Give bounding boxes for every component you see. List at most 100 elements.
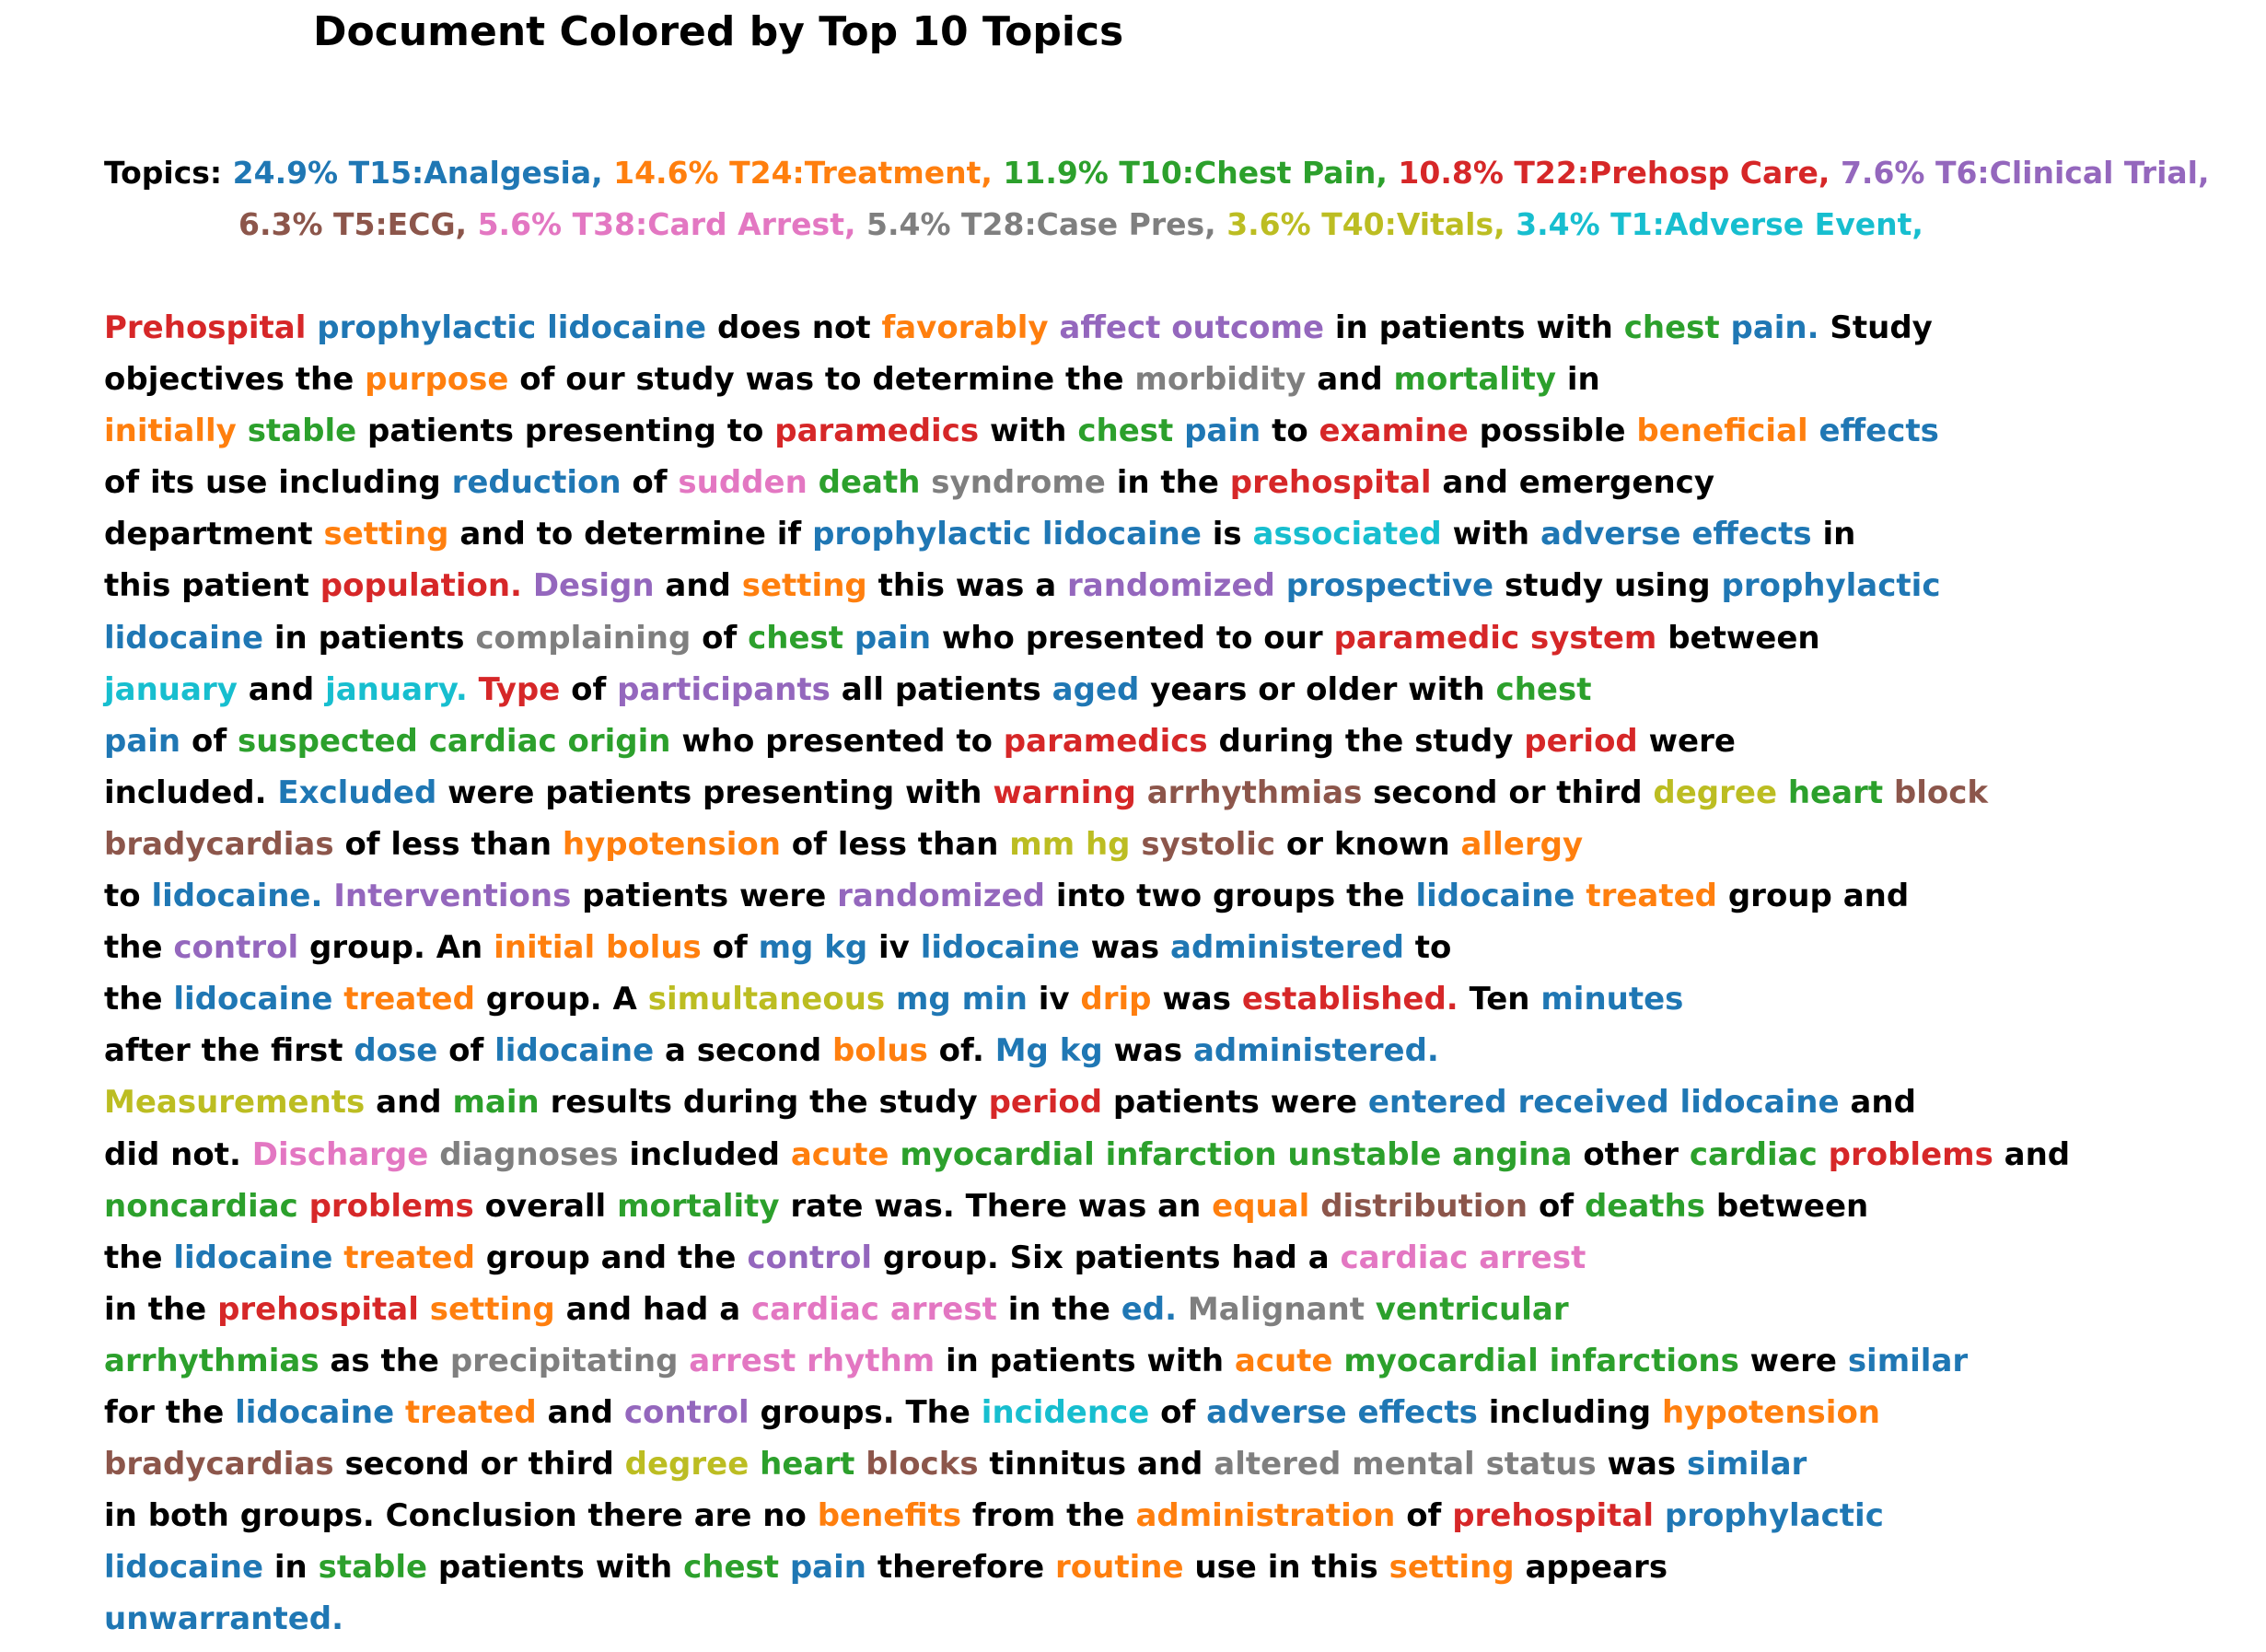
text-line: bradycardias second or third degree hear… xyxy=(104,1438,2070,1490)
topic-word: dose xyxy=(354,1032,438,1070)
plain-text: appears xyxy=(1525,1549,1668,1587)
plain-text: did not. xyxy=(104,1135,241,1173)
plain-text: were xyxy=(1648,722,1736,760)
plain-text: as the xyxy=(330,1342,439,1379)
plain-text: and xyxy=(1317,361,1383,399)
text-line: for the lidocaine treated and control gr… xyxy=(104,1387,2070,1438)
topic-word: effects xyxy=(1819,413,1939,450)
topic-word: lidocaine xyxy=(494,1032,655,1070)
plain-text: Study xyxy=(1830,309,1933,346)
plain-text: for the xyxy=(104,1393,225,1431)
legend-line-2: 6.3% T5:ECG, 5.6% T38:Card Arrest, 5.4% … xyxy=(104,199,2210,250)
plain-text: with xyxy=(1452,516,1530,553)
topic-word: arrhythmias xyxy=(1146,774,1363,811)
topic-word: treated xyxy=(405,1393,537,1431)
plain-text: in xyxy=(1566,361,1600,399)
topic-word: affect xyxy=(1059,309,1161,346)
text-line: initially stable patients presenting to … xyxy=(104,405,2070,457)
topic-word: control xyxy=(173,929,299,967)
topic-word: treated xyxy=(1586,878,1717,915)
topic-word: lidocaine xyxy=(1679,1084,1840,1122)
plain-text: to xyxy=(1414,929,1452,967)
topic-word: administration xyxy=(1135,1497,1396,1535)
plain-text: and xyxy=(547,1393,614,1431)
topic-word: sudden xyxy=(678,464,808,502)
topic-word: lidocaine xyxy=(104,1549,264,1587)
topic-word: pain. xyxy=(1730,309,1819,346)
plain-text: rate was. There was an xyxy=(790,1187,1202,1225)
legend-topic-t40: 3.6% T40:Vitals, xyxy=(1226,206,1505,242)
plain-text: between xyxy=(1715,1187,1869,1225)
plain-text: group. Six patients had a xyxy=(882,1239,1330,1276)
plain-text: tinnitus and xyxy=(989,1446,1203,1483)
legend-topic-t28: 5.4% T28:Case Pres, xyxy=(866,206,1216,242)
text-line: Prehospital prophylactic lidocaine does … xyxy=(104,302,2070,354)
plain-text: the xyxy=(104,1239,163,1276)
plain-text: from the xyxy=(971,1497,1125,1535)
topic-word: main xyxy=(452,1084,540,1122)
topic-word: allergy xyxy=(1460,825,1584,863)
legend-topic-t1: 3.4% T1:Adverse Event, xyxy=(1516,206,1923,242)
topic-word: setting xyxy=(1389,1549,1515,1587)
plain-text: group. A xyxy=(485,981,637,1018)
plain-text: this patient xyxy=(104,567,309,605)
text-line: of its use including reduction of sudden… xyxy=(104,457,2070,508)
plain-text: was xyxy=(1090,929,1160,967)
topic-word: control xyxy=(623,1393,750,1431)
legend-topic-t6: 7.6% T6:Clinical Trial, xyxy=(1840,155,2210,191)
topic-word: problems xyxy=(308,1187,474,1225)
plain-text: of xyxy=(1406,1497,1442,1535)
plain-text: objectives the xyxy=(104,361,354,399)
topic-word: infarction xyxy=(1105,1135,1277,1173)
topic-word: lidocaine xyxy=(235,1393,395,1431)
topic-word: favorably xyxy=(881,309,1049,346)
text-line: after the first dose of lidocaine a seco… xyxy=(104,1025,2070,1076)
topic-word: ventricular xyxy=(1375,1290,1569,1328)
topic-word: bradycardias xyxy=(104,1446,334,1483)
topic-word: prospective xyxy=(1285,567,1494,605)
topic-word: death xyxy=(818,464,921,502)
topic-word: lidocaine xyxy=(920,929,1080,967)
plain-text: overall xyxy=(484,1187,607,1225)
topic-word: block xyxy=(1893,774,1989,811)
topic-word: lidocaine xyxy=(1041,516,1202,553)
plain-text: all patients xyxy=(841,670,1041,708)
topic-word: aged xyxy=(1052,670,1140,708)
plain-text: of xyxy=(191,722,227,760)
topic-word: Type xyxy=(478,670,561,708)
text-line: pain of suspected cardiac origin who pre… xyxy=(104,715,2070,767)
topic-word: deaths xyxy=(1584,1187,1705,1225)
topic-word: complaining xyxy=(475,619,691,657)
topic-word: Prehospital xyxy=(104,309,307,346)
plain-text: who presented to our xyxy=(941,619,1323,657)
plain-text: second or third xyxy=(344,1446,614,1483)
topic-word: myocardial xyxy=(1343,1342,1539,1379)
plain-text: patients were xyxy=(582,878,827,915)
plain-text: of xyxy=(712,929,748,967)
topic-word: min xyxy=(961,981,1028,1018)
topic-word: lidocaine xyxy=(1415,878,1575,915)
topic-word: received xyxy=(1517,1084,1669,1122)
text-line: to lidocaine. Interventions patients wer… xyxy=(104,870,2070,922)
topic-word: kg xyxy=(824,929,868,967)
topic-word: prophylactic xyxy=(1721,567,1941,605)
topic-word: cardiac xyxy=(428,722,557,760)
plain-text: with xyxy=(989,413,1067,450)
plain-text: and xyxy=(376,1084,442,1122)
topic-word: setting xyxy=(741,567,867,605)
plain-text: this was a xyxy=(877,567,1057,605)
topic-word: hypotension xyxy=(562,825,781,863)
text-line: department setting and to determine if p… xyxy=(104,508,2070,560)
topic-word: chest xyxy=(748,619,844,657)
legend-topic-t24: 14.6% T24:Treatment, xyxy=(613,155,993,191)
topic-word: outcome xyxy=(1171,309,1325,346)
topic-word: similar xyxy=(1847,1342,1969,1379)
topic-word: acute xyxy=(790,1135,889,1173)
topic-word: origin xyxy=(567,722,671,760)
plain-text: of xyxy=(1538,1187,1575,1225)
topic-word: altered xyxy=(1214,1446,1342,1483)
plain-text: of xyxy=(448,1032,484,1070)
topic-word: bradycardias xyxy=(104,825,334,863)
topic-word: unwarranted. xyxy=(104,1600,344,1638)
plain-text: Ten xyxy=(1469,981,1530,1018)
